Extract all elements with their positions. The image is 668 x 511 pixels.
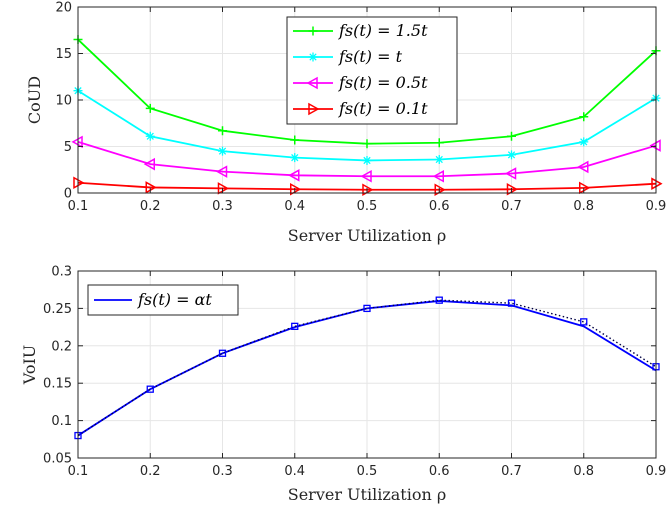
data-point: [507, 131, 516, 141]
y-tick-label: 0.25: [43, 302, 72, 317]
data-point: [290, 153, 300, 163]
series-line: [77, 299, 657, 437]
legend-marker: [308, 26, 318, 36]
data-point: [363, 304, 371, 313]
y-tick-label: 0: [64, 187, 72, 202]
data-point: [362, 139, 372, 149]
data-point: [143, 157, 155, 171]
data-point: [145, 131, 155, 141]
data-point: [507, 299, 516, 307]
series-2: [74, 296, 660, 440]
x-tick-label: 0.7: [501, 199, 522, 214]
data-point: [218, 146, 227, 156]
data-point: [434, 155, 444, 165]
data-point: [434, 138, 444, 148]
data-point: [579, 112, 589, 122]
x-tick-label: 0.5: [357, 199, 378, 214]
y-axis-label: CoUD: [25, 76, 44, 124]
x-tick-label: 0.1: [68, 464, 89, 479]
legend-label: fs(t) = 0.5t: [338, 73, 428, 92]
x-tick-label: 0.7: [501, 464, 522, 479]
y-tick-label: 0.05: [43, 452, 72, 467]
data-point: [577, 160, 589, 174]
x-tick-label: 0.9: [646, 199, 667, 214]
x-axis-label: Server Utilization ρ: [288, 226, 447, 245]
x-tick-label: 0.6: [429, 464, 450, 479]
y-tick-label: 0.3: [51, 265, 72, 280]
legend-marker: [306, 76, 318, 90]
x-tick-label: 0.8: [573, 464, 594, 479]
x-tick-label: 0.8: [573, 199, 594, 214]
y-tick-label: 20: [55, 1, 72, 16]
data-point: [360, 169, 372, 183]
legend-marker: [308, 52, 318, 62]
data-point: [504, 167, 517, 180]
series-line: [77, 140, 657, 178]
data-point: [146, 385, 154, 393]
x-tick-label: 0.3: [212, 464, 233, 479]
y-tick-label: 0.2: [51, 339, 72, 354]
data-point: [290, 135, 300, 145]
legend-label: fs(t) = 0.1t: [338, 99, 428, 118]
legend-box: [286, 16, 458, 125]
y-tick-label: 0.15: [43, 377, 72, 392]
data-point: [579, 137, 589, 147]
x-tick-label: 0.6: [429, 199, 450, 214]
data-point: [215, 165, 228, 178]
y-tick-label: 10: [55, 94, 72, 109]
series-3: [71, 135, 661, 183]
x-tick-label: 0.2: [140, 464, 161, 479]
x-tick-label: 0.1: [68, 199, 89, 214]
data-point: [435, 296, 443, 304]
data-point: [145, 103, 155, 113]
legend-label: fs(t) = t: [338, 47, 403, 66]
data-point: [580, 318, 588, 326]
x-tick-label: 0.3: [212, 199, 233, 214]
x-axis-label: Server Utilization ρ: [288, 485, 447, 504]
y-axis-label: VoIU: [20, 345, 39, 386]
series-1: [73, 35, 661, 149]
legend-label: fs(t) = 1.5t: [338, 21, 428, 40]
legend: fs(t) = 1.5t fs(t) = t fs(t) = 0.5t fs(t) =…: [286, 16, 458, 125]
data-point: [291, 322, 299, 331]
data-point: [218, 349, 227, 357]
x-tick-label: 0.9: [646, 464, 667, 479]
x-tick-label: 0.5: [357, 464, 378, 479]
legend-marker: [308, 102, 320, 116]
y-tick-label: 15: [55, 47, 72, 62]
data-point: [218, 126, 227, 136]
legend-label: fs(t) = αt: [137, 290, 212, 309]
data-point: [432, 169, 444, 183]
y-tick-label: 0.1: [51, 414, 72, 429]
x-tick-label: 0.4: [284, 199, 305, 214]
data-point: [362, 155, 372, 165]
x-tick-label: 0.2: [140, 199, 161, 214]
y-tick-label: 5: [64, 140, 72, 155]
data-point: [507, 150, 516, 160]
x-tick-label: 0.4: [284, 464, 305, 479]
data-point: [288, 169, 300, 182]
legend: fs(t) = αt: [87, 284, 239, 316]
